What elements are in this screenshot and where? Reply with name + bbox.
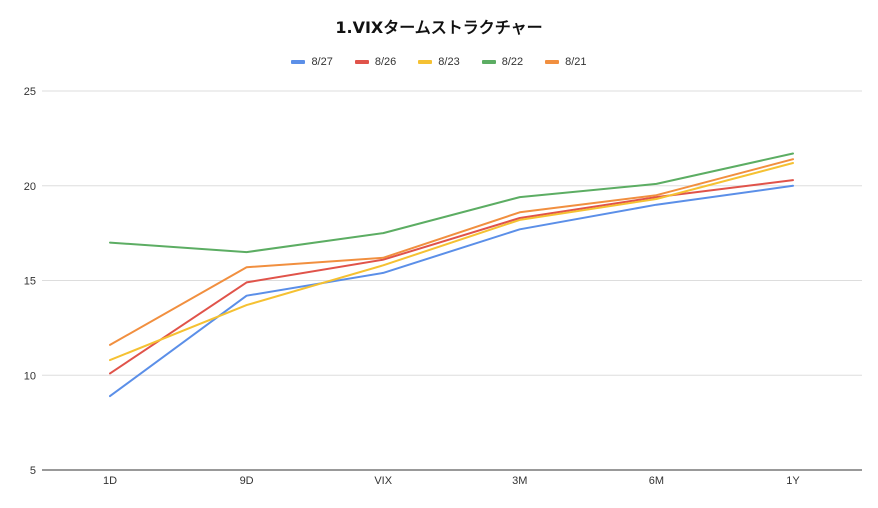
legend-swatch — [354, 60, 369, 64]
legend-label: 8/22 — [501, 56, 524, 68]
y-tick-label: 25 — [24, 86, 36, 98]
legend-item[interactable]: 8/21 — [545, 56, 587, 68]
series-line-8-23 — [109, 162, 794, 362]
axis-layer: 5 10 15 20 25 1D 9D VIX 3M 6M 1Y — [24, 86, 801, 487]
series-layer — [109, 152, 794, 398]
legend-swatch — [545, 60, 560, 64]
y-tick-label: 5 — [30, 465, 36, 477]
series-line-8-26 — [109, 179, 794, 375]
y-tick-label: 20 — [24, 181, 36, 193]
x-tick-label: 1D — [103, 475, 117, 487]
chart-legend: 8/27 8/26 8/23 8/22 8/21 — [0, 56, 878, 68]
x-tick-label: VIX — [374, 475, 392, 487]
x-tick-label: 1Y — [786, 475, 800, 487]
series-line-8-22 — [109, 152, 794, 254]
legend-swatch — [418, 60, 433, 64]
x-tick-label: 3M — [512, 475, 527, 487]
series-line-8-27 — [109, 184, 794, 398]
legend-item[interactable]: 8/22 — [481, 56, 524, 68]
chart-title: 1.VIXタームストラクチャー — [335, 18, 543, 37]
legend-swatch — [291, 60, 306, 64]
legend-item[interactable]: 8/23 — [418, 56, 460, 68]
grid-layer — [42, 90, 862, 471]
legend-label: 8/23 — [438, 56, 460, 68]
legend-item[interactable]: 8/27 — [291, 56, 333, 68]
y-tick-label: 15 — [24, 276, 36, 288]
legend-label: 8/26 — [374, 56, 397, 68]
y-tick-label: 10 — [24, 370, 36, 382]
legend-label: 8/21 — [565, 56, 587, 68]
series-line-8-21 — [109, 158, 794, 346]
x-tick-label: 6M — [649, 475, 664, 487]
legend-item[interactable]: 8/26 — [354, 56, 397, 68]
x-tick-label: 9D — [240, 475, 254, 487]
legend-swatch — [481, 60, 496, 64]
legend-label: 8/27 — [311, 56, 333, 68]
